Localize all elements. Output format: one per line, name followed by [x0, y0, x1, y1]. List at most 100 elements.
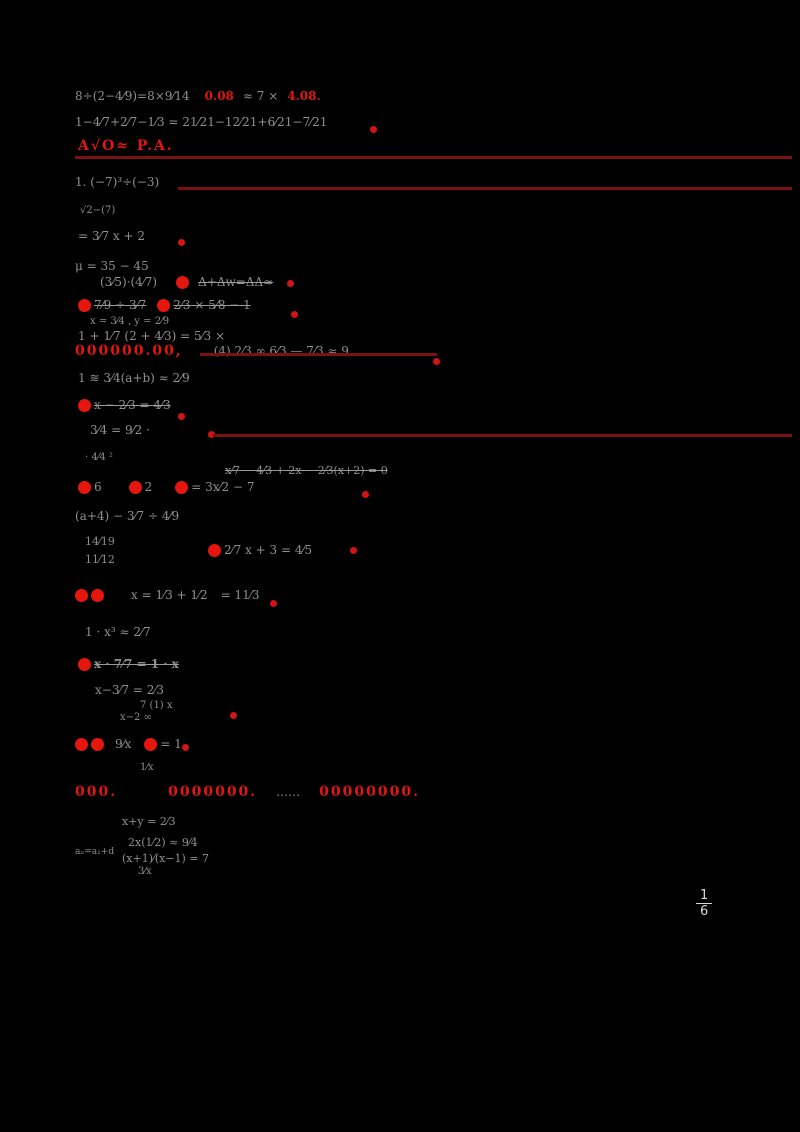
red-dot-icon: [362, 491, 369, 498]
math-line: 9⁄x = 1: [75, 737, 182, 752]
math-text: (4) 2⁄3 ∞ 6⁄3 — 7⁄3 ≈ 9: [213, 344, 349, 359]
math-line: · 4⁄4 ²: [85, 452, 113, 463]
math-line: (x+1)⁄(x−1) = 7: [122, 852, 210, 865]
grade-circle-icon: [91, 738, 104, 752]
math-line: (3⁄5)·(4⁄7) Δ+Δw=ΔΔ≈: [100, 275, 274, 290]
math-line: 3⁄4 = 9⁄2 ·: [90, 423, 150, 437]
fraction-denominator: 6: [700, 904, 709, 919]
math-text: 11⁄12: [85, 553, 115, 566]
math-line: √2−(7): [80, 205, 115, 216]
grade-circle-icon: [78, 658, 91, 672]
grade-circle-icon: [78, 299, 91, 313]
math-line: x−3⁄7 = 2⁄3: [95, 683, 165, 697]
math-text: 8÷(2−4⁄9)=8×9⁄14: [75, 89, 190, 103]
math-line: 7 (1) x: [140, 700, 173, 711]
math-text: √2−(7): [80, 205, 116, 216]
math-line: 000. 0000000. …… 00000000.: [75, 784, 420, 800]
math-line: x+y = 2⁄3: [122, 815, 176, 828]
math-text: 1⁄x: [140, 762, 154, 773]
crossed-out-text: x⁄7 − 4⁄3 + 2x − 2⁄3(x+2) = 0: [225, 464, 388, 477]
math-line: 1 + 1⁄7 (2 + 4⁄3) = 5⁄3 ×: [78, 329, 226, 343]
crossed-out-text: 2⁄3 × 5⁄8 − 1: [173, 298, 251, 312]
math-line: A√O≈ P.A.: [78, 138, 174, 154]
math-line: = 3⁄7 x + 2: [78, 229, 146, 243]
math-line: 8÷(2−4⁄9)=8×9⁄14 0.08 ≈ 7 × 4.08.: [75, 89, 321, 103]
red-dot-icon: [433, 358, 440, 365]
red-dot-icon: [350, 547, 357, 554]
red-annotation: 0.08: [204, 89, 234, 103]
grade-circle-icon: [157, 299, 171, 313]
math-text: (3⁄5)·(4⁄7): [100, 275, 158, 289]
math-line: x · 7⁄7 = 1 · x: [78, 657, 179, 672]
math-text: 1 · x³ ≈ 2⁄7: [85, 625, 151, 639]
red-dot-icon: [178, 413, 185, 420]
math-text: x−3⁄7 = 2⁄3: [95, 683, 165, 697]
red-annotation: A√O≈ P.A.: [78, 138, 174, 154]
math-line: x⁄7 − 4⁄3 + 2x − 2⁄3(x+2) = 0: [225, 464, 388, 477]
math-line: x−2 ∞: [120, 712, 152, 723]
math-text: 2⁄7 x + 3 = 4⁄5: [224, 543, 313, 557]
grade-circle-icon: [208, 544, 221, 558]
fraction-numerator: 1: [696, 888, 713, 904]
underline-rule: [213, 434, 792, 437]
red-dot-icon: [291, 311, 298, 318]
crossed-out-text: x − 2⁄3 = 4⁄3: [94, 398, 171, 412]
math-text: 7 (1) x: [140, 700, 173, 711]
math-text: ≈ 7 ×: [242, 89, 279, 103]
math-text: = 3⁄7 x + 2: [78, 229, 146, 243]
grade-circle-icon: [75, 589, 88, 603]
math-line: 7⁄9 ÷ 3⁄7 2⁄3 × 5⁄8 − 1: [78, 298, 251, 313]
grade-circle-icon: [128, 481, 142, 495]
grade-circle-icon: [175, 481, 189, 495]
math-text: x = 1⁄3 + 1⁄2: [131, 588, 208, 602]
crossed-out-text: 7⁄9 ÷ 3⁄7: [94, 298, 147, 312]
math-text: μ = 35 − 45: [75, 259, 149, 273]
math-line: 1 ≋ 3⁄4(a+b) ≈ 2⁄9: [78, 371, 190, 385]
math-text: x+y = 2⁄3: [122, 815, 176, 828]
red-annotation: 4.08.: [287, 89, 321, 103]
math-text: aₙ=a₁+d: [75, 847, 115, 857]
math-text: x = 3⁄4 , y = 2⁄9: [90, 316, 170, 327]
red-dot-icon: [370, 126, 377, 133]
math-line: 1⁄x: [140, 762, 154, 773]
math-line: aₙ=a₁+d: [75, 847, 115, 858]
math-line: 6 2 = 3x⁄2 − 7: [78, 480, 255, 495]
red-dot-icon: [287, 280, 294, 287]
underline-rule: [200, 353, 437, 356]
crossed-out-text: Δ+Δw=ΔΔ≈: [198, 275, 274, 289]
math-line: 14⁄19: [85, 535, 115, 548]
math-text: (x+1)⁄(x−1) = 7: [122, 852, 210, 865]
math-text: 2: [144, 480, 153, 494]
page-number-fraction: 1 6: [696, 888, 713, 919]
red-dot-icon: [208, 431, 215, 438]
grade-circle-icon: [78, 399, 91, 413]
math-line: x = 1⁄3 + 1⁄2 = 11⁄3: [75, 588, 259, 603]
math-line: 1 · x³ ≈ 2⁄7: [85, 625, 151, 639]
red-annotation: 000000.00,: [75, 343, 183, 359]
math-line: 11⁄12: [85, 553, 115, 566]
math-text: = 3x⁄2 − 7: [191, 480, 255, 494]
math-text: 6: [94, 480, 102, 494]
grade-circle-icon: [78, 481, 91, 495]
math-line: 3⁄x: [138, 866, 152, 877]
math-text: ……: [276, 785, 301, 800]
red-annotation: 000.: [75, 784, 118, 800]
math-text: 1 + 1⁄7 (2 + 4⁄3) = 5⁄3 ×: [78, 329, 226, 343]
math-line: μ = 35 − 45: [75, 259, 149, 273]
grade-circle-icon: [75, 738, 88, 752]
grade-circle-icon: [176, 276, 190, 290]
grade-circle-icon: [144, 738, 158, 752]
red-annotation: 0000000.: [168, 784, 258, 800]
math-text: x−2 ∞: [120, 712, 152, 723]
math-line: 000000.00, (4) 2⁄3 ∞ 6⁄3 — 7⁄3 ≈ 9: [75, 343, 349, 359]
math-text: 3⁄4 = 9⁄2 ·: [90, 423, 150, 437]
underline-rule: [178, 187, 792, 190]
math-text: · 4⁄4 ²: [85, 452, 113, 463]
red-annotation: 00000000.: [319, 784, 420, 800]
math-line: 1. (−7)³÷(−3): [75, 175, 160, 189]
math-text: 1. (−7)³÷(−3): [75, 175, 160, 189]
math-text: = 1: [160, 737, 182, 751]
red-dot-icon: [270, 600, 277, 607]
math-text: 2x(1⁄2) ≈ 9⁄4: [128, 836, 198, 849]
